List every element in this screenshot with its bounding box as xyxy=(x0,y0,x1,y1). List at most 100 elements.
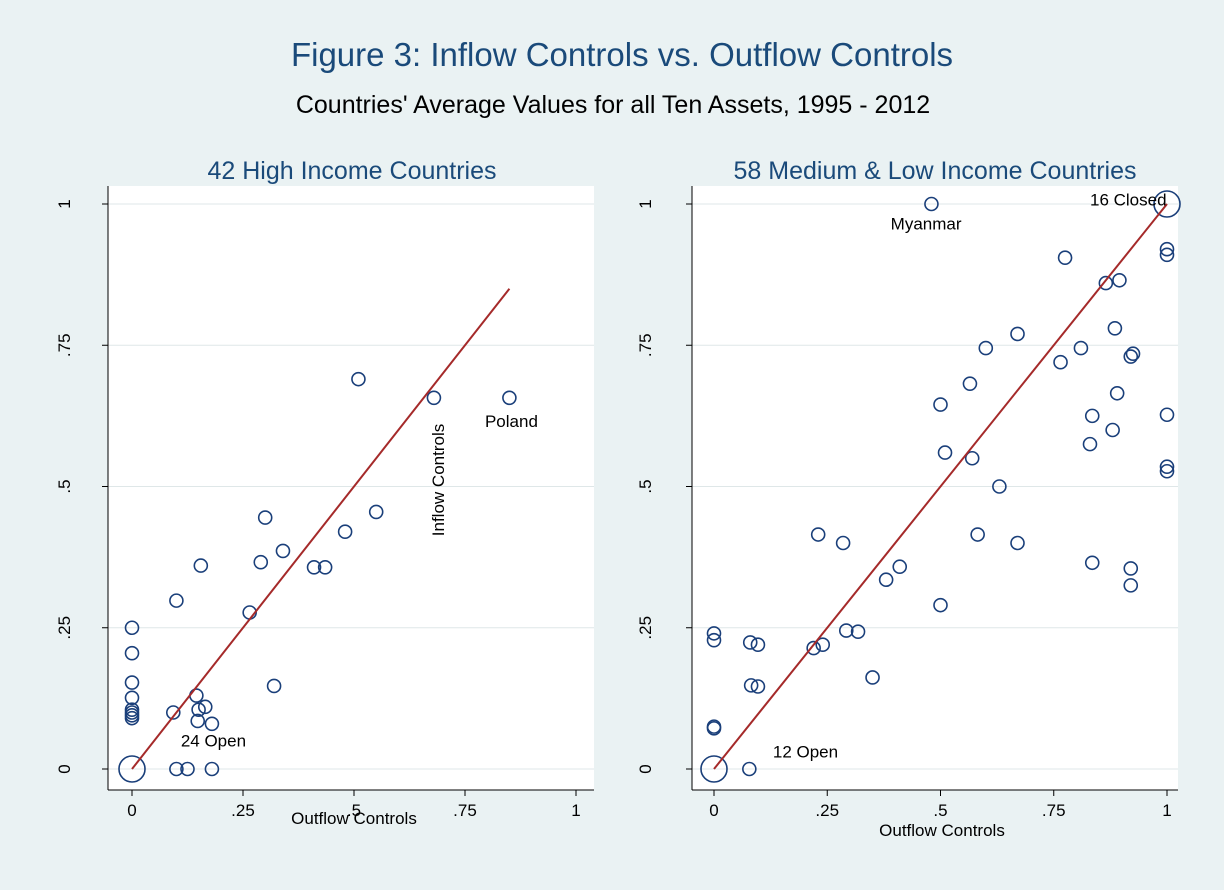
data-point xyxy=(743,678,759,693)
grid xyxy=(692,203,1178,770)
data-point xyxy=(850,624,866,640)
x-tick-label: .75 xyxy=(453,801,477,820)
data-point xyxy=(253,554,269,570)
y-axis-label: Inflow Controls xyxy=(429,424,448,536)
data-point xyxy=(191,702,206,717)
figure-title: Figure 3: Inflow Controls vs. Outflow Co… xyxy=(291,36,953,73)
data-point xyxy=(124,620,140,636)
fit-line xyxy=(713,203,1168,770)
data-point xyxy=(742,635,758,650)
panel-title: 58 Medium & Low Income Countries xyxy=(734,157,1137,185)
data-point xyxy=(937,445,953,460)
x-tick-label: 1 xyxy=(1162,801,1171,820)
plot-area xyxy=(692,186,1178,790)
y-axis: 0 .25 .5 .75 1 xyxy=(55,186,109,790)
x-tick-label: 1 xyxy=(571,801,580,820)
data-marks: Myanmar 16 Closed 12 Open xyxy=(700,190,1181,783)
data-point xyxy=(970,527,985,542)
annotation: 24 Open xyxy=(181,731,246,750)
data-point xyxy=(1082,436,1098,452)
y-tick-label: 0 xyxy=(636,764,655,773)
data-point xyxy=(962,376,978,391)
data-point xyxy=(169,593,184,608)
data-point xyxy=(835,535,851,551)
data-point xyxy=(750,679,766,694)
data-point xyxy=(1159,407,1175,423)
data-point xyxy=(197,699,213,715)
y-tick-label: .5 xyxy=(636,479,655,493)
data-point xyxy=(204,716,220,732)
x-axis: 0 .25 .5 .75 1 xyxy=(692,789,1178,820)
data-point xyxy=(815,637,831,653)
x-tick-label: .5 xyxy=(347,801,361,820)
data-point xyxy=(933,397,948,412)
data-marks: 24 Open Poland xyxy=(118,288,538,783)
data-point xyxy=(1098,275,1114,291)
data-point xyxy=(1105,422,1120,438)
data-point xyxy=(351,371,366,387)
data-point xyxy=(933,597,948,613)
data-point xyxy=(978,340,994,356)
data-point xyxy=(266,678,282,694)
data-point xyxy=(838,623,854,638)
data-point xyxy=(1073,340,1089,356)
cluster-point xyxy=(118,755,146,783)
data-point xyxy=(193,558,209,573)
data-point xyxy=(275,543,291,559)
annotation: Myanmar xyxy=(891,214,962,233)
data-point xyxy=(865,670,880,685)
x-axis: 0 .25 .5 .75 1 xyxy=(108,789,594,820)
x-tick-label: 0 xyxy=(709,801,718,820)
data-point xyxy=(337,524,353,540)
x-tick-label: .75 xyxy=(1042,801,1066,820)
data-point xyxy=(124,675,140,690)
data-point xyxy=(1053,354,1068,370)
x-axis-label: Outflow Controls xyxy=(291,809,417,828)
x-tick-label: .5 xyxy=(933,801,947,820)
data-point xyxy=(306,559,322,575)
x-axis-label: Outflow Controls xyxy=(879,821,1005,840)
panel-title: 42 High Income Countries xyxy=(207,157,496,185)
data-point xyxy=(1159,459,1175,475)
data-point xyxy=(1159,241,1175,257)
y-tick-label: 1 xyxy=(55,199,74,208)
y-tick-label: .5 xyxy=(55,479,74,493)
y-axis: 0 .25 .5 .75 1 xyxy=(636,186,693,790)
data-point xyxy=(124,645,140,661)
x-tick-label: .25 xyxy=(231,801,255,820)
data-point xyxy=(810,527,826,542)
data-point xyxy=(1159,463,1175,479)
y-tick-label: 1 xyxy=(636,199,655,208)
y-tick-label: .25 xyxy=(55,616,74,640)
data-point xyxy=(1123,349,1139,364)
data-point xyxy=(1112,272,1127,288)
data-point xyxy=(1159,247,1175,263)
data-point xyxy=(750,637,766,653)
data-point xyxy=(180,761,195,777)
data-point xyxy=(924,196,939,212)
fit-line xyxy=(131,288,511,770)
data-point xyxy=(1010,326,1025,342)
data-point xyxy=(1084,408,1100,424)
y-tick-label: 0 xyxy=(55,764,74,773)
y-tick-label: .75 xyxy=(55,333,74,357)
data-point xyxy=(706,632,722,648)
data-point xyxy=(257,510,273,525)
cluster-point xyxy=(1153,190,1181,218)
data-point xyxy=(1123,578,1139,593)
data-point xyxy=(1123,561,1139,576)
y-tick-label: .75 xyxy=(636,333,655,357)
data-point xyxy=(1010,535,1025,551)
data-point xyxy=(1125,346,1141,362)
panel-high-income: 42 High Income Countries 0 .25 .5 .75 1 0 .25… xyxy=(55,157,594,828)
x-tick-label: .25 xyxy=(815,801,839,820)
y-tick-label: .25 xyxy=(636,616,655,640)
panel-medium-low-income: 58 Medium & Low Income Countries 0 .25 .5.… xyxy=(636,157,1181,840)
annotation: 16 Closed xyxy=(1090,191,1167,210)
annotation: 12 Open xyxy=(773,743,838,762)
data-point xyxy=(368,504,384,520)
data-point xyxy=(992,479,1007,494)
cluster-point xyxy=(700,755,728,783)
